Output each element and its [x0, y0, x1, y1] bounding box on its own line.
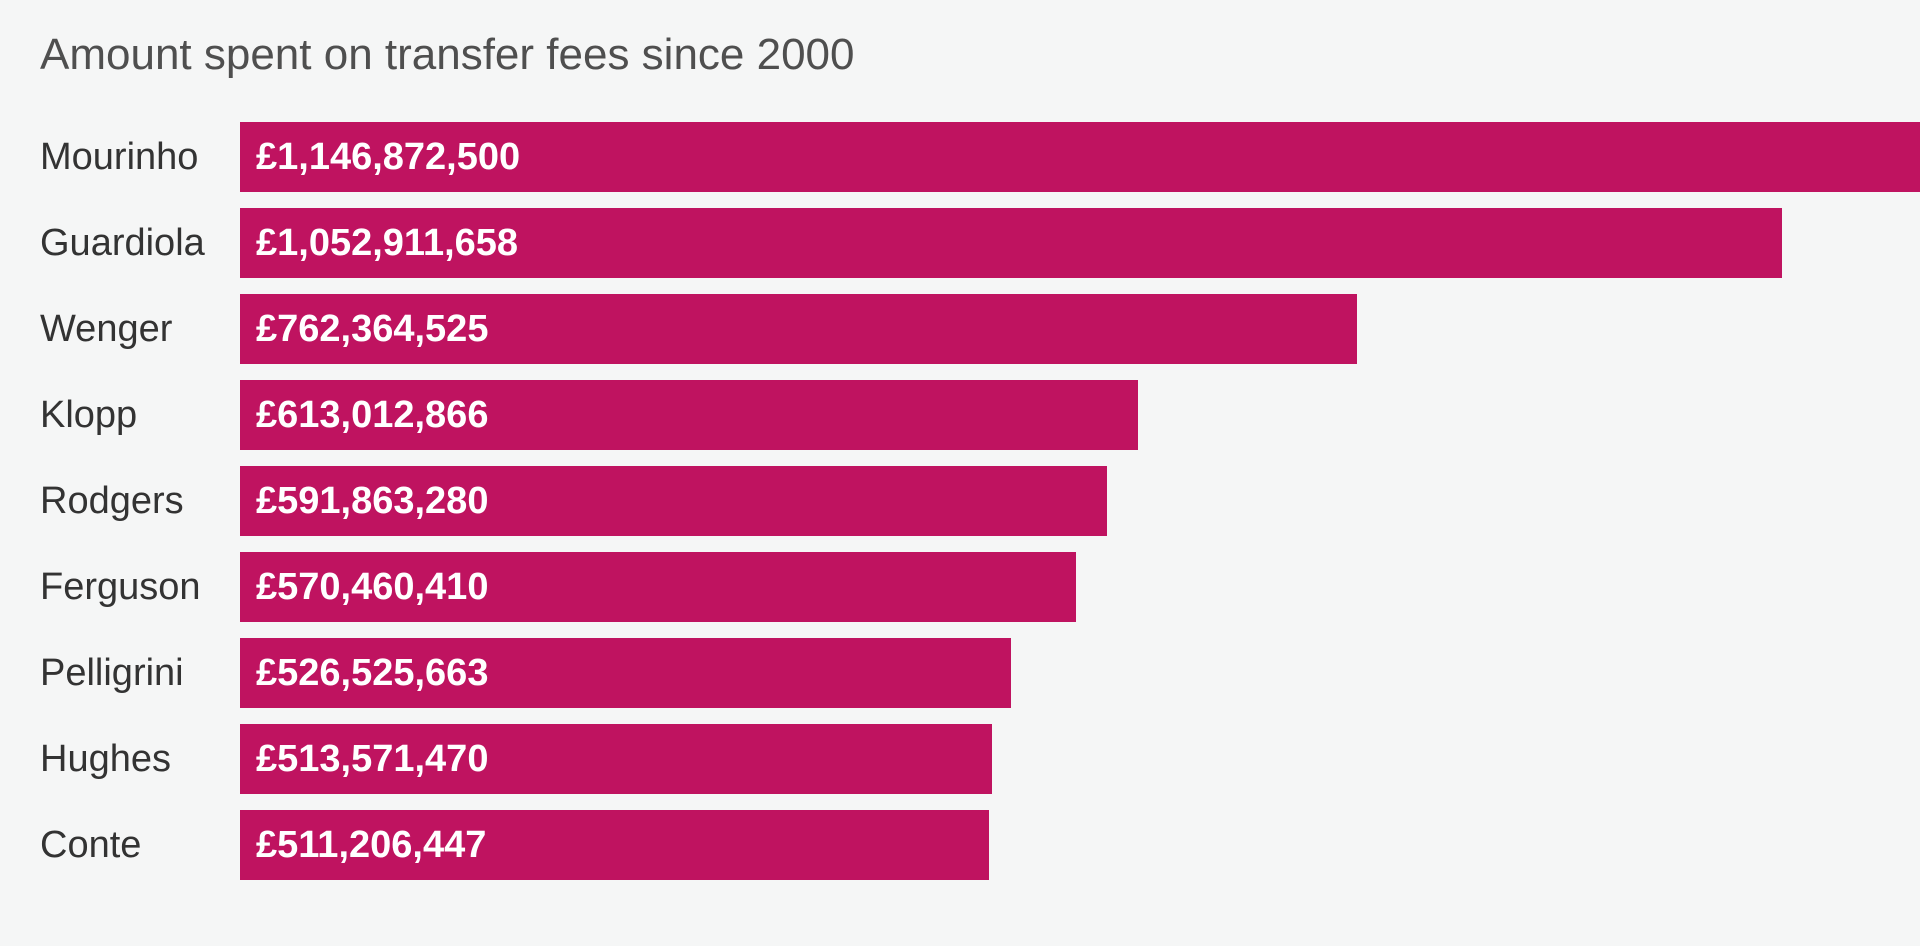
- bar-label: Mourinho: [40, 136, 240, 179]
- bar: £513,571,470: [240, 724, 992, 794]
- bar: £1,146,872,500: [240, 122, 1920, 192]
- bar: £511,206,447: [240, 810, 989, 880]
- bar-row: Mourinho £1,146,872,500: [40, 122, 1920, 192]
- bar-wrap: £513,571,470: [240, 724, 1920, 794]
- bar-value: £1,146,872,500: [256, 136, 520, 179]
- bar-row: Hughes £513,571,470: [40, 724, 1920, 794]
- bar-value: £526,525,663: [256, 652, 488, 695]
- bar-value: £513,571,470: [256, 738, 488, 781]
- bar-wrap: £511,206,447: [240, 810, 1920, 880]
- bar-row: Ferguson £570,460,410: [40, 552, 1920, 622]
- bar-value: £1,052,911,658: [256, 222, 518, 265]
- bar-value: £613,012,866: [256, 394, 488, 437]
- bar-value: £511,206,447: [256, 824, 486, 867]
- bar-row: Guardiola £1,052,911,658: [40, 208, 1920, 278]
- bar-label: Wenger: [40, 308, 240, 351]
- bar-row: Conte £511,206,447: [40, 810, 1920, 880]
- bar: £591,863,280: [240, 466, 1107, 536]
- bar-label: Hughes: [40, 738, 240, 781]
- bar-label: Rodgers: [40, 480, 240, 523]
- bar: £1,052,911,658: [240, 208, 1782, 278]
- bar-row: Klopp £613,012,866: [40, 380, 1920, 450]
- bar-row: Rodgers £591,863,280: [40, 466, 1920, 536]
- bar: £570,460,410: [240, 552, 1076, 622]
- bar-label: Pelligrini: [40, 652, 240, 695]
- transfer-fees-chart: Amount spent on transfer fees since 2000…: [0, 0, 1920, 880]
- bar-wrap: £613,012,866: [240, 380, 1920, 450]
- bar-wrap: £526,525,663: [240, 638, 1920, 708]
- bar-value: £762,364,525: [256, 308, 488, 351]
- bar-label: Guardiola: [40, 222, 240, 265]
- bar-wrap: £1,052,911,658: [240, 208, 1920, 278]
- bar-wrap: £1,146,872,500: [240, 122, 1920, 192]
- bar: £613,012,866: [240, 380, 1138, 450]
- bar-row: Pelligrini £526,525,663: [40, 638, 1920, 708]
- bar-value: £591,863,280: [256, 480, 488, 523]
- bar-label: Ferguson: [40, 566, 240, 609]
- bar-wrap: £570,460,410: [240, 552, 1920, 622]
- bar-wrap: £762,364,525: [240, 294, 1920, 364]
- chart-title: Amount spent on transfer fees since 2000: [40, 30, 1920, 80]
- bar-row: Wenger £762,364,525: [40, 294, 1920, 364]
- bar-wrap: £591,863,280: [240, 466, 1920, 536]
- bar-value: £570,460,410: [256, 566, 488, 609]
- bar: £762,364,525: [240, 294, 1357, 364]
- bars-area: Mourinho £1,146,872,500 Guardiola £1,052,91…: [40, 122, 1920, 880]
- bar-label: Klopp: [40, 394, 240, 437]
- bar: £526,525,663: [240, 638, 1011, 708]
- bar-label: Conte: [40, 824, 240, 867]
